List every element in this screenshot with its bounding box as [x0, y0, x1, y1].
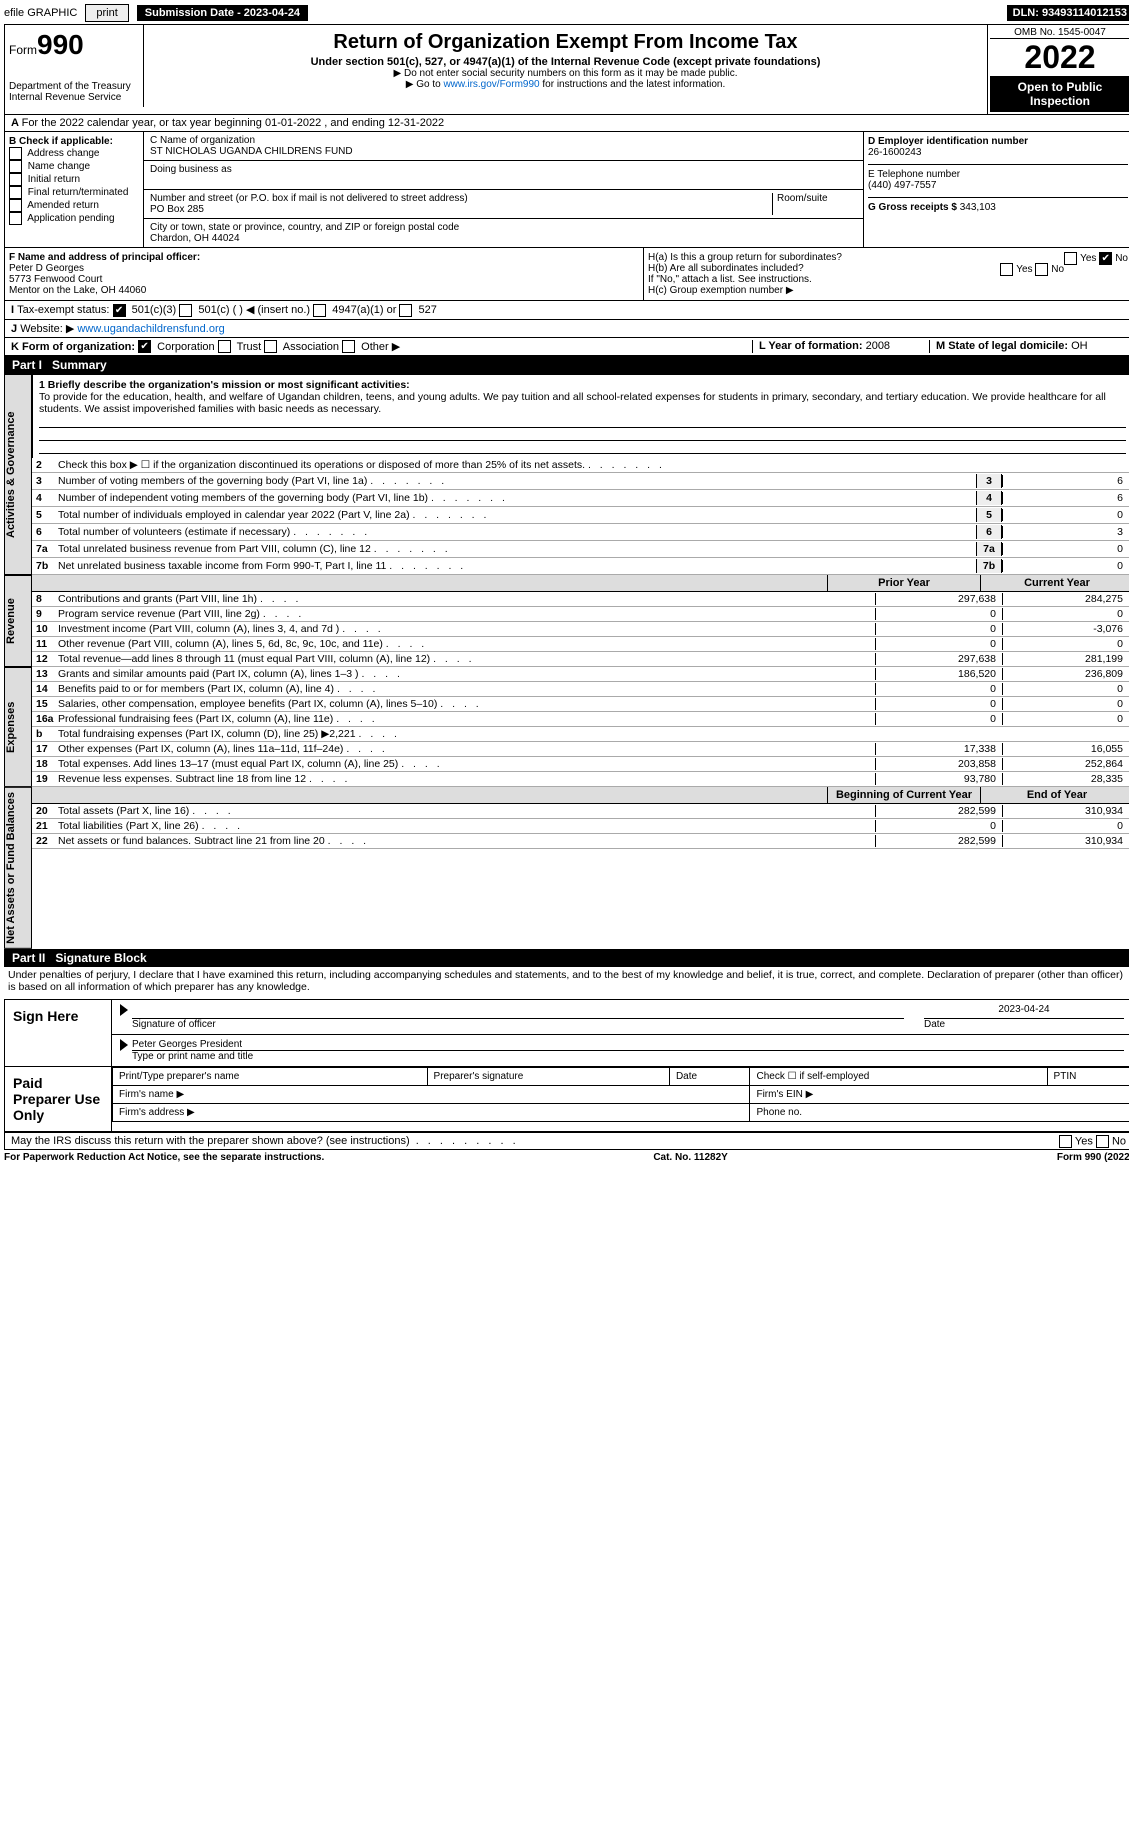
checkbox-final-return/terminated[interactable]: Final return/terminated	[9, 186, 139, 199]
form-title: Return of Organization Exempt From Incom…	[148, 31, 983, 54]
line-11: 11Other revenue (Part VIII, column (A), …	[32, 637, 1129, 652]
line-3: 3Number of voting members of the governi…	[32, 473, 1129, 490]
line-j: J Website: ▶ www.ugandachildrensfund.org	[4, 320, 1129, 338]
print-button[interactable]: print	[85, 4, 128, 22]
omb-number: OMB No. 1545-0047	[990, 27, 1129, 39]
checkbox-address-change[interactable]: Address change	[9, 147, 139, 160]
line-22: 22Net assets or fund balances. Subtract …	[32, 834, 1129, 849]
penalties-text: Under penalties of perjury, I declare th…	[4, 967, 1129, 995]
line-7b: 7bNet unrelated business taxable income …	[32, 558, 1129, 575]
line-10: 10Investment income (Part VIII, column (…	[32, 622, 1129, 637]
line-b: bTotal fundraising expenses (Part IX, co…	[32, 727, 1129, 742]
note-link: ▶ Go to www.irs.gov/Form990 for instruct…	[148, 79, 983, 90]
line-21: 21Total liabilities (Part X, line 26) . …	[32, 819, 1129, 834]
arrow-icon	[120, 1039, 128, 1051]
line-20: 20Total assets (Part X, line 16) . . . .…	[32, 804, 1129, 819]
col-c: C Name of organizationST NICHOLAS UGANDA…	[144, 132, 863, 247]
section-b-to-g: B Check if applicable: Address change Na…	[4, 132, 1129, 248]
line-a: A For the 2022 calendar year, or tax yea…	[4, 115, 1129, 132]
public-inspection: Open to Public Inspection	[990, 76, 1129, 112]
org-address: PO Box 285	[150, 204, 204, 215]
tab-net: Net Assets or Fund Balances	[4, 787, 32, 949]
form-subtitle: Under section 501(c), 527, or 4947(a)(1)…	[148, 56, 983, 68]
line-8: 8Contributions and grants (Part VIII, li…	[32, 592, 1129, 607]
website-link[interactable]: www.ugandachildrensfund.org	[77, 323, 224, 335]
line-2: 2Check this box ▶ ☐ if the organization …	[32, 458, 1129, 473]
line-4: 4Number of independent voting members of…	[32, 490, 1129, 507]
form-header: Form990 Department of the Treasury Inter…	[4, 24, 1129, 115]
line-17: 17Other expenses (Part IX, column (A), l…	[32, 742, 1129, 757]
dln-label: DLN: 93493114012153	[1007, 5, 1129, 21]
irs-label: Internal Revenue Service	[9, 92, 139, 103]
gross-receipts: 343,103	[960, 202, 996, 213]
signature-block: Sign Here Signature of officer2023-04-24…	[4, 999, 1129, 1133]
line-k-l-m: K Form of organization: ✔ Corporation Tr…	[4, 338, 1129, 357]
officer-name: Peter D Georges	[9, 263, 84, 274]
netassets-section: Net Assets or Fund Balances Beginning of…	[4, 787, 1129, 949]
part2-header: Part II Signature Block	[4, 949, 1129, 967]
expenses-section: Expenses 13Grants and similar amounts pa…	[4, 667, 1129, 787]
irs-link[interactable]: www.irs.gov/Form990	[443, 79, 539, 90]
line-16a: 16aProfessional fundraising fees (Part I…	[32, 712, 1129, 727]
submission-date: Submission Date - 2023-04-24	[137, 5, 308, 21]
line-18: 18Total expenses. Add lines 13–17 (must …	[32, 757, 1129, 772]
line-6: 6Total number of volunteers (estimate if…	[32, 524, 1129, 541]
tab-expenses: Expenses	[4, 667, 32, 787]
revenue-section: Revenue Prior YearCurrent Year 8Contribu…	[4, 575, 1129, 667]
line-13: 13Grants and similar amounts paid (Part …	[32, 667, 1129, 682]
line-i: I Tax-exempt status: ✔ 501(c)(3) 501(c) …	[4, 301, 1129, 320]
line-7a: 7aTotal unrelated business revenue from …	[32, 541, 1129, 558]
line-19: 19Revenue less expenses. Subtract line 1…	[32, 772, 1129, 787]
footer: For Paperwork Reduction Act Notice, see …	[4, 1152, 1129, 1163]
line-5: 5Total number of individuals employed in…	[32, 507, 1129, 524]
line-14: 14Benefits paid to or for members (Part …	[32, 682, 1129, 697]
checkbox-amended-return[interactable]: Amended return	[9, 199, 139, 212]
arrow-icon	[120, 1004, 128, 1016]
checkbox-application-pending[interactable]: Application pending	[9, 212, 139, 225]
dept-treasury: Department of the Treasury	[9, 81, 139, 92]
part1-header: Part I Summary	[4, 356, 1129, 374]
tax-year: 2022	[990, 39, 1129, 76]
form-number: Form990	[9, 29, 139, 61]
tab-governance: Activities & Governance	[4, 374, 32, 575]
mission-text: To provide for the education, health, an…	[39, 391, 1106, 415]
section-f-h: F Name and address of principal officer:…	[4, 248, 1129, 301]
efile-label: efile GRAPHIC	[4, 7, 77, 19]
phone: (440) 497-7557	[868, 180, 936, 191]
top-toolbar: efile GRAPHIC print Submission Date - 20…	[4, 4, 1129, 22]
governance-section: Activities & Governance 1 Briefly descri…	[4, 374, 1129, 575]
col-b: B Check if applicable: Address change Na…	[5, 132, 144, 247]
ein: 26-1600243	[868, 147, 921, 158]
discuss-line: May the IRS discuss this return with the…	[4, 1133, 1129, 1150]
checkbox-name-change[interactable]: Name change	[9, 160, 139, 173]
sign-here: Sign Here	[5, 1000, 112, 1066]
checkbox-initial-return[interactable]: Initial return	[9, 173, 139, 186]
tab-revenue: Revenue	[4, 575, 32, 667]
officer-typed: Peter Georges President	[132, 1039, 242, 1050]
line-12: 12Total revenue—add lines 8 through 11 (…	[32, 652, 1129, 667]
line-15: 15Salaries, other compensation, employee…	[32, 697, 1129, 712]
line-9: 9Program service revenue (Part VIII, lin…	[32, 607, 1129, 622]
paid-preparer: Paid Preparer Use Only	[5, 1067, 112, 1131]
note-ssn: ▶ Do not enter social security numbers o…	[148, 68, 983, 79]
org-name: ST NICHOLAS UGANDA CHILDRENS FUND	[150, 146, 353, 157]
org-city: Chardon, OH 44024	[150, 233, 240, 244]
col-d-e-g: D Employer identification number26-16002…	[863, 132, 1129, 247]
